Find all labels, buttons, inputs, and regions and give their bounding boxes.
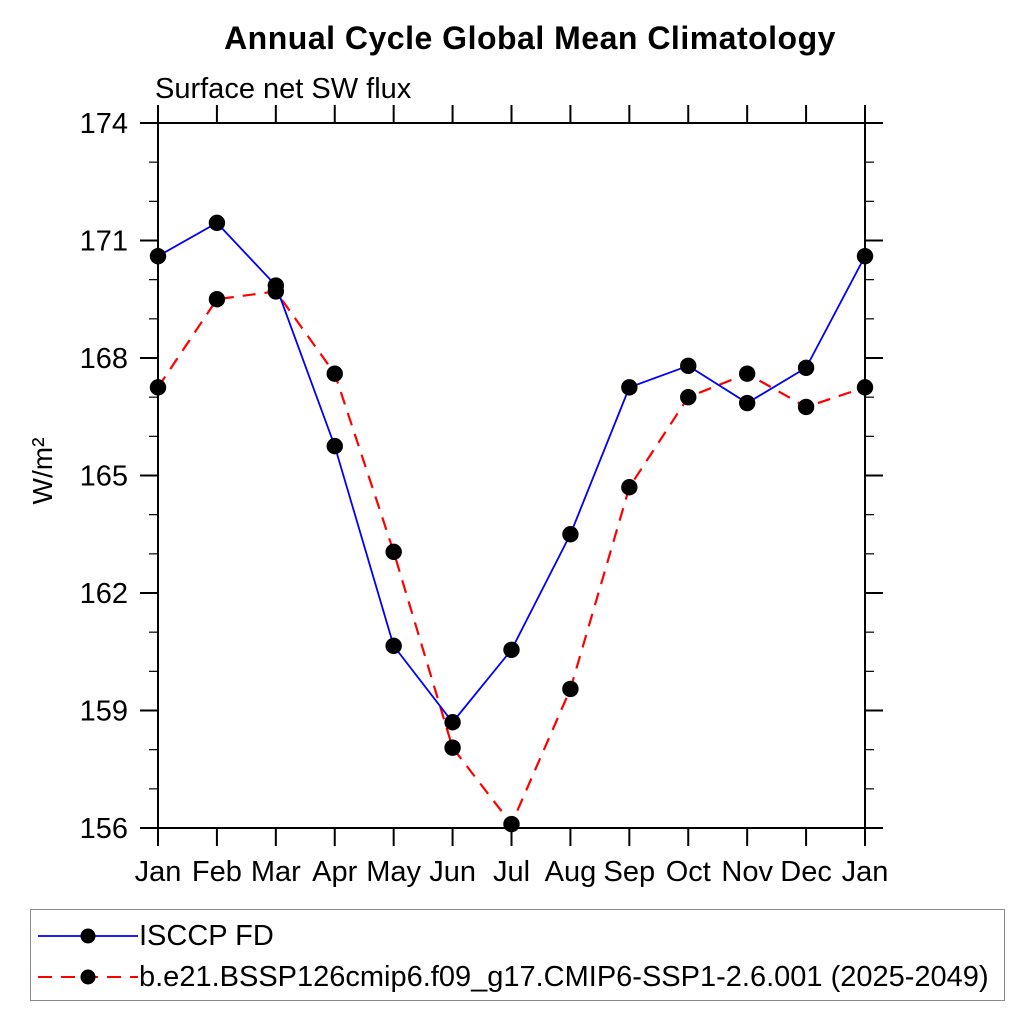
data-point-marker bbox=[208, 291, 226, 308]
x-axis-month-label: Jan bbox=[135, 856, 182, 888]
data-point-marker bbox=[621, 479, 638, 496]
x-axis-month-label: Nov bbox=[721, 856, 773, 888]
data-point-marker bbox=[503, 641, 520, 658]
data-point-marker bbox=[385, 543, 402, 561]
data-point-marker bbox=[562, 526, 579, 543]
y-axis-tick-label: 162 bbox=[80, 578, 128, 610]
data-point-marker bbox=[149, 379, 167, 396]
data-point-marker bbox=[149, 247, 167, 265]
legend-label-isccp: ISCCP FD bbox=[139, 920, 274, 952]
data-point-marker bbox=[797, 398, 815, 416]
y-axis-tick-label: 174 bbox=[80, 108, 128, 140]
x-axis-month-label: Jan bbox=[842, 856, 889, 888]
x-axis-month-label: Jun bbox=[429, 856, 476, 888]
x-axis-month-label: Apr bbox=[312, 856, 357, 888]
x-axis-month-label: Jul bbox=[493, 856, 530, 888]
data-point-marker bbox=[385, 637, 402, 655]
y-axis-tick-label: 168 bbox=[80, 343, 128, 375]
data-point-marker bbox=[680, 357, 697, 375]
data-point-marker bbox=[680, 388, 697, 406]
data-point-marker bbox=[444, 739, 461, 756]
x-axis-month-label: Oct bbox=[666, 856, 711, 888]
data-point-marker bbox=[444, 714, 461, 731]
data-point-marker bbox=[738, 365, 756, 382]
legend-line-sample-dashed bbox=[38, 969, 138, 985]
data-point-marker bbox=[326, 437, 343, 455]
y-axis-title: W/m² bbox=[27, 438, 58, 505]
y-axis-tick-label: 159 bbox=[80, 696, 128, 728]
legend-item-model: b.e21.BSSP126cmip6.f09_g17.CMIP6-SSP1-2.… bbox=[37, 962, 989, 992]
data-point-marker bbox=[856, 379, 874, 396]
y-axis-tick-label: 156 bbox=[80, 813, 128, 845]
y-axis-tick-label: 171 bbox=[80, 226, 128, 258]
chart-title: Annual Cycle Global Mean Climatology bbox=[224, 20, 836, 56]
data-point-marker bbox=[856, 247, 874, 265]
x-axis-month-label: Sep bbox=[604, 856, 656, 888]
data-point-marker bbox=[208, 214, 226, 232]
legend-label-model: b.e21.BSSP126cmip6.f09_g17.CMIP6-SSP1-2.… bbox=[139, 961, 989, 993]
data-point-marker bbox=[562, 680, 579, 698]
x-axis-month-label: Feb bbox=[192, 856, 242, 888]
x-axis-month-label: Mar bbox=[251, 856, 301, 888]
data-point-marker bbox=[738, 394, 756, 412]
legend-item-isccp: ISCCP FD bbox=[37, 921, 274, 951]
data-point-marker bbox=[621, 379, 638, 396]
plot-frame bbox=[157, 122, 866, 829]
legend: ISCCP FD b.e21.BSSP126cmip6.f09_g17.CMIP… bbox=[30, 909, 1005, 1001]
data-point-marker bbox=[267, 283, 285, 300]
x-axis-month-label: Aug bbox=[545, 856, 597, 888]
data-point-marker bbox=[797, 359, 815, 376]
legend-marker-icon bbox=[80, 969, 96, 985]
legend-marker-icon bbox=[80, 928, 96, 944]
y-axis-tick-label: 165 bbox=[80, 461, 128, 493]
data-point-marker bbox=[503, 815, 520, 833]
x-axis-month-label: May bbox=[366, 856, 421, 888]
chart-subtitle: Surface net SW flux bbox=[155, 73, 412, 105]
data-point-marker bbox=[326, 365, 343, 382]
series-line-model bbox=[157, 290, 866, 827]
x-axis-month-label: Dec bbox=[780, 856, 832, 888]
legend-line-sample-solid bbox=[38, 928, 138, 944]
